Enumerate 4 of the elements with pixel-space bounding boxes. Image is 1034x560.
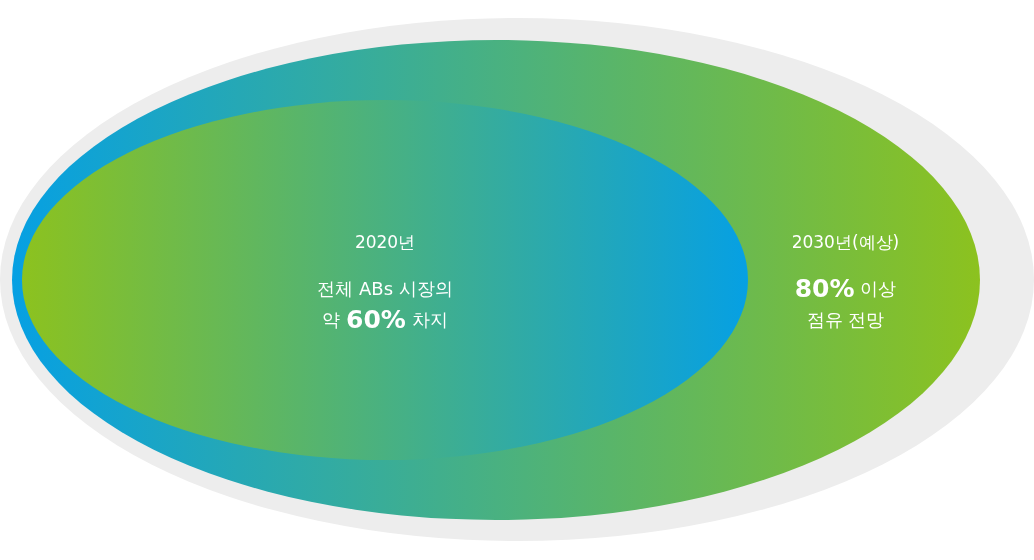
data-label: 전체 ABs 시장의 약 60% 차지 <box>317 277 453 334</box>
category-label: 2030년(예상) <box>791 232 900 253</box>
category-label: 2020년 <box>354 232 416 253</box>
data-label: 80% 이상 점유 전망 <box>794 273 897 330</box>
